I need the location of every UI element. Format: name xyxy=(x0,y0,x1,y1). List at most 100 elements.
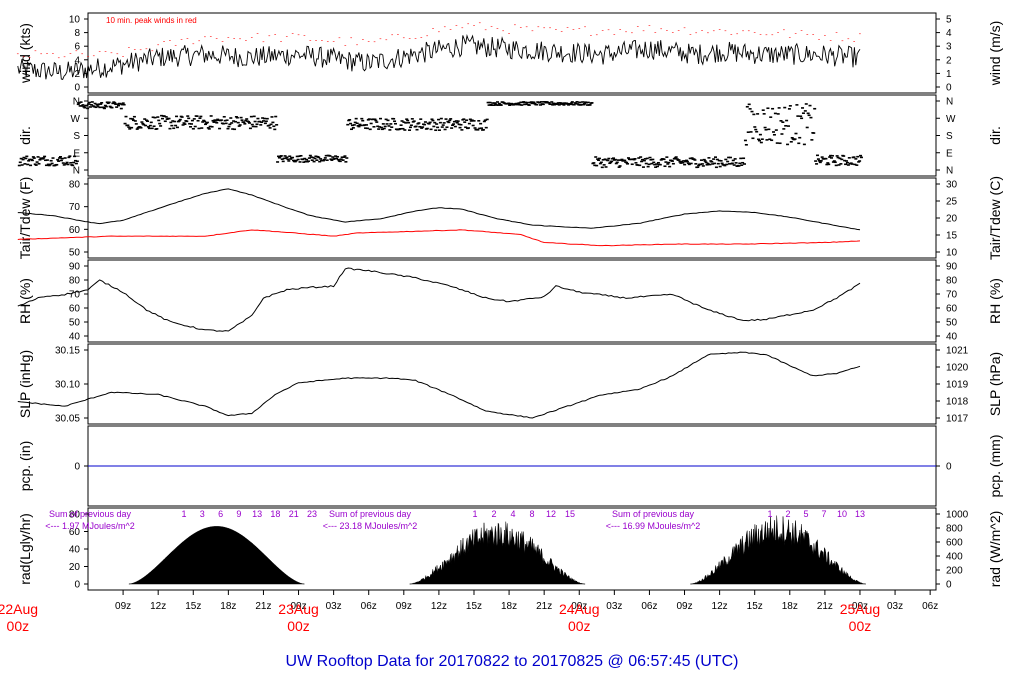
direction-point xyxy=(403,129,407,131)
direction-point xyxy=(139,126,143,129)
direction-point xyxy=(211,119,215,122)
direction-point xyxy=(750,110,754,113)
direction-point xyxy=(491,102,495,104)
peak-wind-mark: - xyxy=(841,38,844,45)
direction-point xyxy=(351,127,355,129)
direction-point xyxy=(156,116,160,118)
peak-wind-mark: - xyxy=(736,31,739,38)
direction-point xyxy=(223,119,227,122)
direction-point xyxy=(415,128,419,131)
direction-point xyxy=(393,122,397,125)
y-tick-label: 20 xyxy=(69,562,81,573)
direction-point xyxy=(759,141,763,144)
x-tick-label: 00z xyxy=(852,601,868,612)
direction-point xyxy=(433,121,437,124)
direction-point xyxy=(221,122,225,125)
direction-point xyxy=(388,129,392,131)
peak-wind-mark: - xyxy=(192,41,195,48)
peak-wind-mark: - xyxy=(110,50,113,57)
direction-point xyxy=(778,142,782,145)
radiation-hour-mark: 23 xyxy=(307,509,317,519)
y-tick-label: 30.15 xyxy=(55,346,80,357)
peak-wind-mark: - xyxy=(812,32,815,39)
direction-point xyxy=(251,125,255,128)
direction-point xyxy=(436,126,440,129)
direction-point xyxy=(217,119,221,122)
direction-point xyxy=(303,157,307,160)
direction-point xyxy=(21,158,25,161)
direction-point xyxy=(771,107,775,110)
peak-wind-mark: - xyxy=(210,34,213,41)
peak-wind-mark: - xyxy=(789,34,792,41)
peak-wind-mark: - xyxy=(830,38,833,45)
y-tick-label: 40 xyxy=(69,332,81,343)
direction-point xyxy=(629,158,633,161)
y-tick-label: 10 xyxy=(69,15,81,26)
direction-point xyxy=(355,122,359,125)
direction-point xyxy=(831,161,835,163)
direction-point xyxy=(743,163,747,165)
y-tick-label: 0 xyxy=(946,462,952,473)
direction-point xyxy=(256,117,260,120)
direction-point xyxy=(814,160,818,162)
direction-point xyxy=(168,127,172,130)
direction-point xyxy=(417,122,421,124)
direction-point xyxy=(324,154,328,157)
direction-point xyxy=(353,121,357,124)
direction-point xyxy=(704,161,708,164)
direction-point xyxy=(460,129,464,131)
direction-point xyxy=(701,165,705,167)
direction-point xyxy=(773,112,777,115)
direction-point xyxy=(175,115,179,118)
direction-point xyxy=(129,117,133,120)
direction-point xyxy=(468,118,472,121)
peak-wind-mark: - xyxy=(438,29,441,36)
direction-point xyxy=(203,120,207,123)
direction-point xyxy=(374,119,378,122)
direction-point xyxy=(333,157,337,160)
direction-point xyxy=(141,122,145,125)
direction-point xyxy=(754,128,758,131)
direction-point xyxy=(336,158,340,161)
direction-point xyxy=(813,107,817,110)
direction-point xyxy=(383,125,387,128)
direction-point xyxy=(74,162,78,165)
y-tick-label: 30.10 xyxy=(55,380,80,391)
peak-wind-mark: - xyxy=(444,24,447,31)
direction-point xyxy=(350,128,354,131)
direction-point xyxy=(595,164,599,167)
y-tick-label: 70 xyxy=(69,202,81,213)
peak-wind-mark: - xyxy=(601,28,604,35)
direction-point xyxy=(120,103,124,106)
peak-wind-mark: - xyxy=(859,31,862,38)
direction-point xyxy=(409,124,413,127)
date-label: 24Aug xyxy=(559,601,599,617)
y-tick-label: S xyxy=(946,131,953,142)
direction-point xyxy=(113,102,117,104)
peak-wind-mark: - xyxy=(637,23,640,30)
x-tick-label: 09z xyxy=(676,601,692,612)
direction-point xyxy=(103,104,107,107)
direction-point xyxy=(472,120,476,122)
direction-point xyxy=(481,129,485,131)
direction-point xyxy=(478,127,482,130)
direction-point xyxy=(710,161,714,163)
direction-point xyxy=(22,156,26,159)
direction-point xyxy=(60,157,64,160)
peak-wind-mark: - xyxy=(87,53,90,60)
direction-point xyxy=(296,158,300,161)
direction-point xyxy=(197,127,201,130)
direction-point xyxy=(633,158,637,160)
direction-point xyxy=(313,157,317,160)
direction-point xyxy=(688,157,692,160)
direction-point xyxy=(102,107,106,110)
y-tick-label: 1 xyxy=(946,69,952,80)
direction-point xyxy=(632,158,636,161)
direction-point xyxy=(160,117,164,120)
date-time-label: 00z xyxy=(287,618,310,634)
direction-point xyxy=(160,114,164,117)
direction-point xyxy=(717,159,721,162)
x-tick-label: 21z xyxy=(536,601,552,612)
direction-point xyxy=(269,123,273,126)
direction-point xyxy=(401,127,405,130)
